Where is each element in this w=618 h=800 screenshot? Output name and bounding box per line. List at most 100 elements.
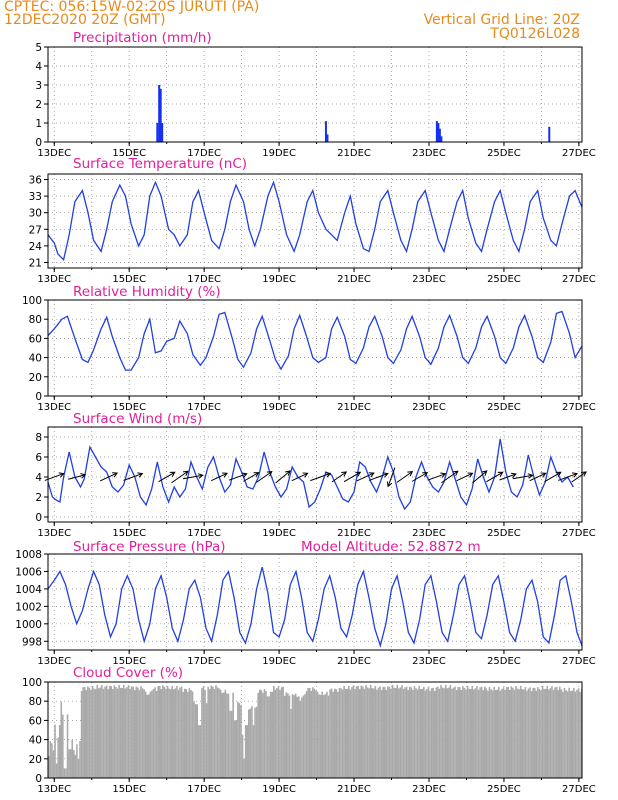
y-tick-label: 60: [29, 333, 42, 345]
cloud-bar: [69, 749, 72, 778]
cloud-bar: [123, 684, 125, 778]
y-tick-label: 5: [35, 42, 42, 54]
y-tick-label: 60: [29, 715, 42, 727]
cloud-bar: [163, 686, 166, 778]
cloud-bar: [194, 704, 197, 778]
cloud-bar: [169, 689, 172, 778]
cloud-bar: [335, 689, 338, 778]
cloud-bar: [424, 690, 427, 778]
cloud-bar: [315, 690, 317, 778]
cloud-bar: [226, 693, 228, 778]
y-tick-label: 36: [29, 175, 43, 187]
cloud-bar: [263, 689, 266, 778]
cloud-bar: [98, 688, 100, 778]
cloud-bar: [310, 690, 313, 778]
y-tick-label: 0: [35, 512, 42, 524]
y-tick-label: 40: [29, 353, 42, 365]
cloud-bar: [535, 690, 538, 778]
cloud-bar: [94, 689, 97, 778]
cloud-bar: [446, 688, 449, 778]
cloud-bar: [402, 688, 405, 778]
cloud-bar: [333, 688, 336, 778]
panel-title: Precipitation (mm/h): [73, 30, 212, 46]
x-tick-label: 15DEC: [112, 656, 146, 667]
run-datetime: 12DEC2020 20Z (GMT): [4, 12, 166, 28]
cloud-bar: [207, 686, 209, 778]
cloud-bar: [76, 744, 78, 778]
cloud-bar: [199, 725, 202, 778]
wind-arrow: [275, 470, 291, 484]
cloud-bar: [377, 687, 380, 778]
cloud-bar: [190, 689, 192, 778]
wind-arrow-head: [112, 472, 119, 478]
cloud-bar: [365, 685, 367, 778]
cloud-bar: [437, 686, 439, 778]
cloud-bar: [332, 691, 334, 778]
cloud-bar: [308, 688, 311, 778]
cloud-bar: [508, 690, 511, 778]
cloud-bar: [549, 688, 552, 778]
cloud-bar: [515, 685, 517, 778]
x-tick-label: 19DEC: [262, 148, 296, 159]
x-tick-label: 17DEC: [187, 528, 221, 539]
cloud-bar: [216, 687, 219, 778]
wind-arrow-head: [481, 470, 488, 476]
cloud-bar: [119, 687, 122, 778]
panel-frame: [47, 553, 583, 651]
cloud-bar: [421, 688, 424, 778]
cloud-bar: [369, 684, 372, 778]
cloud-bar: [346, 688, 349, 778]
cloud-bar: [273, 685, 275, 778]
cloud-bar: [116, 688, 119, 778]
cloud-bar: [568, 687, 570, 778]
cloud-bar: [246, 725, 249, 778]
cloud-bar: [205, 703, 208, 778]
cloud-bar: [88, 687, 91, 778]
wind-arrow-head: [253, 472, 260, 478]
cloud-bar: [269, 691, 272, 778]
cloud-bar: [74, 754, 77, 778]
panel-title: Surface Temperature (nC): [73, 156, 247, 172]
cloud-bar: [285, 692, 288, 778]
cloud-bar: [135, 686, 138, 778]
cloud-bar: [519, 685, 522, 778]
precip-bar: [156, 123, 159, 142]
x-tick-label: 19DEC: [262, 784, 296, 795]
cloud-bar: [198, 725, 200, 778]
wind-arrow: [331, 471, 347, 483]
cloud-bar: [155, 690, 158, 778]
x-tick-label: 27DEC: [562, 402, 596, 413]
cloud-bar: [65, 768, 67, 778]
x-tick-label: 21DEC: [337, 784, 371, 795]
cloud-bar: [232, 692, 234, 778]
cloud-bar: [283, 695, 286, 778]
cloud-bar: [138, 689, 141, 778]
x-tick-label: 13DEC: [37, 402, 71, 413]
cloud-bar: [399, 687, 402, 778]
cloud-bar: [288, 695, 291, 778]
precip-bar: [440, 136, 443, 142]
cloud-bar: [510, 686, 513, 778]
cloud-bar: [104, 686, 106, 778]
y-tick-label: 0: [35, 137, 42, 149]
series-line: [47, 438, 574, 511]
cloud-bar: [129, 688, 131, 778]
cloud-bar: [498, 686, 500, 778]
cloud-bar: [379, 686, 381, 778]
cloud-bar: [166, 685, 169, 778]
cloud-bar: [248, 709, 250, 778]
cloud-bar: [496, 689, 499, 778]
cloud-bar: [526, 690, 528, 778]
wind-arrow: [158, 471, 176, 483]
x-tick-label: 25DEC: [487, 528, 521, 539]
cloud-bar: [152, 688, 155, 778]
cloud-bar: [380, 690, 383, 778]
wind-arrow-head: [169, 471, 176, 477]
cloud-bar: [294, 693, 297, 778]
cloud-bar: [455, 690, 458, 778]
cloud-bar: [493, 686, 495, 778]
wind-arrow: [228, 473, 247, 481]
cloud-bar: [196, 704, 199, 778]
wind-arrow: [123, 473, 143, 481]
wind-arrow-head: [355, 471, 362, 477]
